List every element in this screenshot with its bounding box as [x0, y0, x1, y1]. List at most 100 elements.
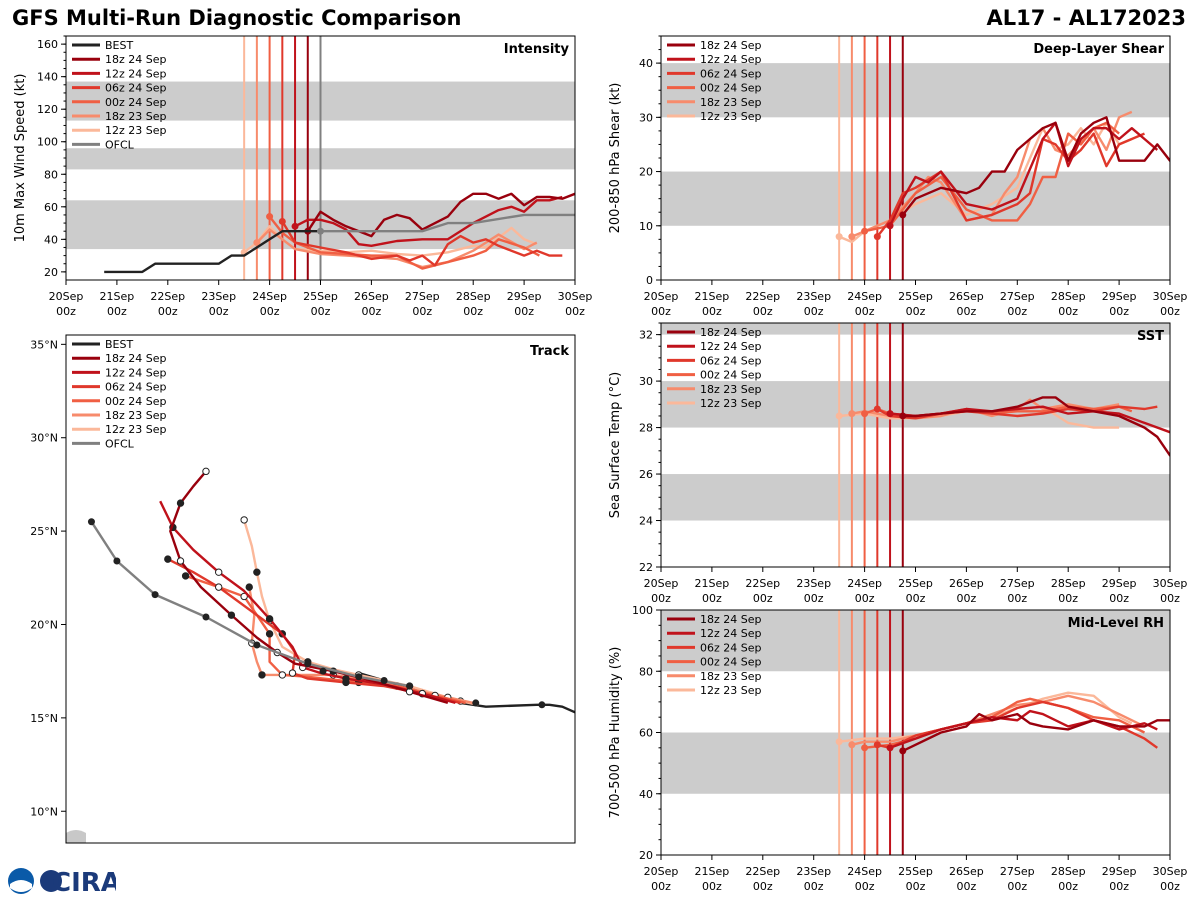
- x-tick-label: 27Sep: [1000, 290, 1035, 303]
- x-tick-label: 00z: [514, 305, 534, 318]
- series-start-marker: [873, 405, 881, 413]
- legend-entry: 00z 24 Sep: [700, 369, 762, 382]
- x-tick-label: 00z: [906, 880, 926, 893]
- y-tick-label: 20: [44, 266, 58, 279]
- x-tick-label: 24Sep: [252, 290, 287, 303]
- series-line: [320, 213, 575, 233]
- x-tick-label: 00z: [1058, 305, 1078, 318]
- legend-entry: 12z 23 Sep: [700, 110, 762, 123]
- track-position-marker: [215, 568, 223, 576]
- legend-entry: 12z 24 Sep: [700, 53, 762, 66]
- x-tick-label: 00z: [651, 880, 671, 893]
- x-tick-label: 00z: [753, 880, 773, 893]
- x-tick-label: 24Sep: [847, 865, 882, 878]
- x-tick-label: 26Sep: [949, 290, 984, 303]
- x-tick-label: 00z: [1007, 880, 1027, 893]
- series-line: [889, 709, 1158, 749]
- x-tick-label: 00z: [1109, 592, 1129, 605]
- track-position-marker: [245, 583, 253, 591]
- x-tick-label: 25Sep: [303, 290, 338, 303]
- legend-entry: 18z 24 Sep: [700, 326, 762, 339]
- y-tick-label: 20: [639, 849, 653, 862]
- cira-globe-icon: [40, 870, 62, 892]
- panel-title: SST: [1137, 329, 1164, 344]
- x-tick-label: 26Sep: [949, 865, 984, 878]
- lat-tick-label: 20°N: [30, 618, 58, 631]
- y-axis-label: Sea Surface Temp (°C): [608, 372, 623, 519]
- x-tick-label: 23Sep: [201, 290, 236, 303]
- track-position-marker: [181, 572, 190, 580]
- series-line: [901, 116, 1170, 216]
- series-start-marker: [861, 227, 869, 235]
- legend-entry: 12z 24 Sep: [700, 627, 762, 640]
- x-tick-label: 25Sep: [898, 577, 933, 590]
- legend-entry: 18z 23 Sep: [105, 110, 167, 123]
- rh-plot-area: [661, 610, 1170, 855]
- y-tick-label: 120: [37, 103, 58, 116]
- y-tick-label: 100: [632, 604, 653, 617]
- x-tick-label: 00z: [362, 305, 382, 318]
- y-tick-label: 30: [639, 375, 653, 388]
- x-tick-label: 30Sep: [1153, 290, 1188, 303]
- y-tick-label: 24: [639, 515, 653, 528]
- y-tick-label: 28: [639, 422, 653, 435]
- lat-tick-label: 30°N: [30, 432, 58, 445]
- x-tick-label: 30Sep: [1153, 577, 1188, 590]
- x-tick-label: 00z: [565, 305, 585, 318]
- x-tick-label: 00z: [1007, 305, 1027, 318]
- series-line: [876, 132, 1145, 238]
- x-tick-label: 20Sep: [644, 865, 679, 878]
- x-tick-label: 00z: [1007, 592, 1027, 605]
- x-tick-label: 00z: [804, 880, 824, 893]
- x-tick-label: 26Sep: [354, 290, 389, 303]
- y-tick-label: 80: [44, 168, 58, 181]
- panel-title: Mid-Level RH: [1068, 616, 1164, 631]
- legend-entry: 12z 23 Sep: [105, 124, 167, 137]
- x-tick-label: 29Sep: [1102, 290, 1137, 303]
- x-tick-label: 00z: [702, 305, 722, 318]
- x-tick-label: 00z: [651, 592, 671, 605]
- y-tick-label: 160: [37, 38, 58, 51]
- series-line: [902, 712, 1170, 752]
- series-start-marker: [835, 233, 843, 241]
- legend-entry: 00z 24 Sep: [105, 96, 167, 109]
- x-tick-label: 28Sep: [1051, 865, 1086, 878]
- series-start-marker: [886, 222, 894, 230]
- y-tick-label: 22: [639, 561, 653, 574]
- page-title: GFS Multi-Run Diagnostic Comparison: [12, 6, 462, 30]
- x-tick-label: 00z: [702, 592, 722, 605]
- x-tick-label: 00z: [1109, 880, 1129, 893]
- legend-entry: 18z 24 Sep: [700, 613, 762, 626]
- x-tick-label: 20Sep: [644, 290, 679, 303]
- y-tick-label: 100: [37, 136, 58, 149]
- x-tick-label: 25Sep: [898, 865, 933, 878]
- lat-tick-label: 25°N: [30, 525, 58, 538]
- x-tick-label: 23Sep: [796, 577, 831, 590]
- series-line: [864, 121, 1120, 233]
- shaded-band: [661, 63, 1170, 118]
- lat-tick-label: 10°N: [30, 805, 58, 818]
- x-tick-label: 30Sep: [1153, 865, 1188, 878]
- series-start-marker: [899, 211, 907, 219]
- y-tick-label: 40: [639, 57, 653, 70]
- ofcl-track-marker: [304, 660, 312, 668]
- legend-entry: 06z 24 Sep: [105, 381, 167, 394]
- y-tick-label: 10: [639, 220, 653, 233]
- legend-entry: 06z 24 Sep: [700, 67, 762, 80]
- lat-tick-label: 35°N: [30, 338, 58, 351]
- x-tick-label: 00z: [1109, 305, 1129, 318]
- storm-id: AL17 - AL172023: [986, 6, 1187, 30]
- x-tick-label: 00z: [56, 305, 76, 318]
- x-tick-label: 26Sep: [949, 577, 984, 590]
- series-start-marker: [278, 217, 286, 225]
- track-line: [185, 574, 466, 705]
- x-tick-label: 27Sep: [405, 290, 440, 303]
- shear-panel: 0 10 20 30 40 200-850 hPa Shear (kt) Deep-Laye…: [608, 35, 1188, 318]
- y-tick-label: 60: [639, 727, 653, 740]
- x-tick-label: 28Sep: [456, 290, 491, 303]
- x-tick-label: 00z: [1058, 592, 1078, 605]
- track-position-marker: [342, 674, 350, 683]
- legend-entry: BEST: [105, 338, 133, 351]
